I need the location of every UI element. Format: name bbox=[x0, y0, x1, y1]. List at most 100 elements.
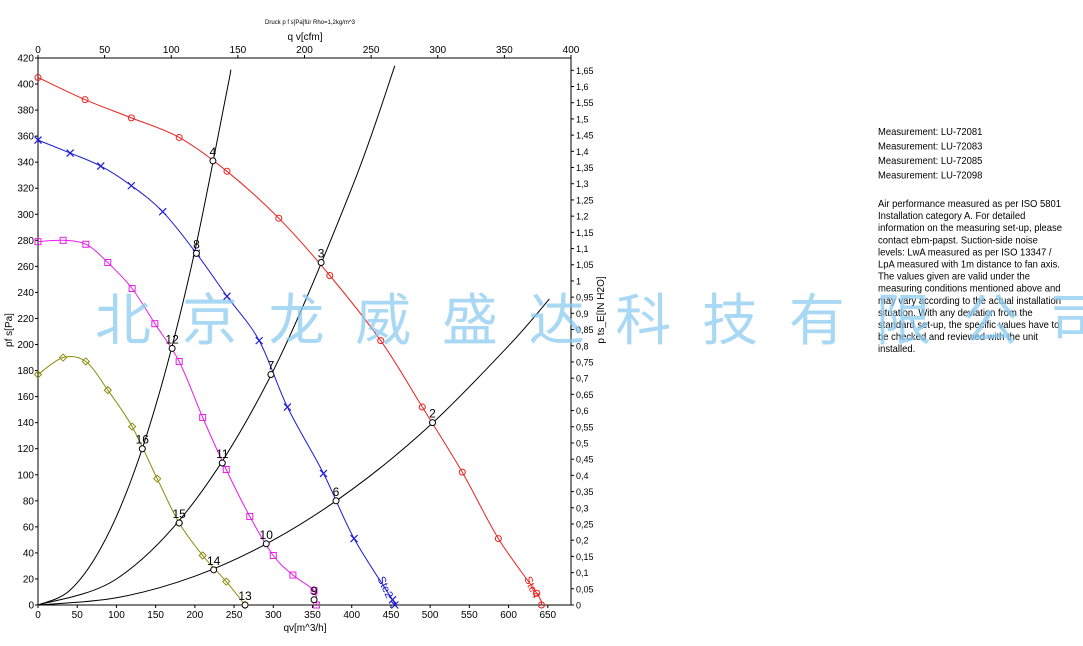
curve bbox=[37, 65, 396, 606]
marker bbox=[81, 357, 91, 366]
curve bbox=[37, 69, 232, 606]
y2-tick-label: 1,6 bbox=[576, 82, 589, 92]
marker bbox=[127, 114, 135, 122]
y-tick-label: 280 bbox=[17, 236, 34, 247]
y2-tick-label: 1,35 bbox=[576, 163, 594, 173]
x-tick-label: 450 bbox=[383, 610, 400, 621]
y2-tick-label: 0,3 bbox=[576, 503, 589, 513]
x-tick-label: 650 bbox=[539, 610, 556, 621]
curve bbox=[37, 298, 550, 606]
x2-tick-label: 100 bbox=[163, 45, 180, 56]
marker bbox=[34, 136, 42, 144]
x-tick-label: 250 bbox=[226, 610, 243, 621]
note-line: levels: LwA measured as per ISO 13347 / bbox=[878, 247, 1052, 259]
curve-label: Ste4 bbox=[521, 575, 541, 601]
y2-tick-label: 0,55 bbox=[576, 422, 594, 432]
marker bbox=[350, 534, 358, 543]
marker bbox=[377, 337, 385, 345]
marker bbox=[310, 587, 318, 595]
marker bbox=[283, 403, 292, 411]
y-tick-label: 380 bbox=[17, 106, 34, 117]
marker bbox=[418, 403, 426, 411]
note-line: situation. With any deviation from the bbox=[878, 307, 1033, 319]
note-line: information on the measuring set-up, ple… bbox=[878, 223, 1062, 235]
y2-tick-label: 1,4 bbox=[576, 147, 589, 157]
y2-tick-label: 0,85 bbox=[576, 325, 594, 335]
operating-point-label: 4 bbox=[210, 145, 217, 159]
x-tick-label: 150 bbox=[147, 610, 164, 621]
operating-point-label: 15 bbox=[172, 507, 186, 521]
y-tick-label: 420 bbox=[17, 54, 34, 65]
marker bbox=[246, 512, 254, 520]
note-line: may vary according to the actual install… bbox=[878, 295, 1061, 307]
x2-tick-label: 0 bbox=[35, 45, 41, 56]
x-tick-label: 400 bbox=[343, 610, 360, 621]
measurement: Measurement: LU-72085 bbox=[878, 156, 983, 168]
y2-tick-label: 0,5 bbox=[576, 438, 589, 448]
marker bbox=[59, 236, 67, 244]
y2-tick-label: 1,5 bbox=[576, 114, 589, 124]
curve-label: Ste2 bbox=[375, 575, 395, 601]
y2-tick-label: 0,4 bbox=[576, 471, 589, 481]
x2-tick-label: 150 bbox=[230, 45, 247, 56]
x2-tick-label: 400 bbox=[563, 45, 580, 56]
operating-point-label: 13 bbox=[238, 589, 252, 603]
x-tick-label: 0 bbox=[35, 610, 41, 621]
note-line: The values given are valid under the bbox=[878, 271, 1030, 283]
y-tick-label: 0 bbox=[28, 601, 34, 612]
operating-point bbox=[241, 601, 249, 609]
marker bbox=[153, 474, 162, 483]
operating-point-label: 10 bbox=[260, 528, 274, 542]
operating-point-label: 16 bbox=[136, 433, 150, 447]
operating-point bbox=[332, 497, 340, 505]
note-line: Installation category A. For detailed bbox=[878, 211, 1025, 223]
y2-tick-label: 0,6 bbox=[576, 406, 589, 416]
y2-tick-label: 0,35 bbox=[576, 487, 594, 497]
y2-tick-label: 0,7 bbox=[576, 374, 589, 384]
marker bbox=[255, 336, 264, 345]
x-tick-label: 350 bbox=[304, 610, 321, 621]
marker bbox=[82, 240, 90, 248]
operating-point-label: 12 bbox=[165, 332, 179, 346]
measurement: Measurement: LU-72081 bbox=[878, 127, 983, 139]
marker bbox=[158, 207, 167, 216]
marker bbox=[319, 469, 328, 478]
x-tick-label: 600 bbox=[500, 610, 517, 621]
operating-point bbox=[138, 445, 146, 453]
marker bbox=[34, 74, 42, 82]
operating-point bbox=[210, 566, 218, 574]
marker bbox=[103, 385, 113, 395]
marker bbox=[269, 552, 277, 560]
y2-tick-label: 1,1 bbox=[576, 244, 589, 254]
y2-tick-label: 1,15 bbox=[576, 228, 594, 238]
y2-tick-label: 0 bbox=[576, 601, 581, 611]
y2-tick-label: 1,45 bbox=[576, 131, 594, 141]
y2-tick-label: 1,65 bbox=[576, 66, 594, 76]
y2-tick-label: 1 bbox=[576, 276, 581, 286]
marker bbox=[33, 370, 43, 379]
y-axis-title: pf s[Pa] bbox=[4, 313, 15, 347]
y-tick-label: 320 bbox=[17, 184, 34, 195]
marker bbox=[223, 292, 231, 301]
note-line: measuring conditions mentioned above and bbox=[878, 283, 1060, 295]
operating-point bbox=[168, 344, 176, 352]
marker bbox=[222, 577, 231, 586]
curve bbox=[37, 239, 318, 606]
y2-tick-label: 1,05 bbox=[576, 260, 594, 270]
marker bbox=[326, 271, 334, 279]
note-line: contact ebm-papst. Suction-side noise bbox=[878, 235, 1038, 247]
marker bbox=[198, 551, 207, 560]
y2-tick-label: 1,55 bbox=[576, 98, 594, 108]
y-tick-label: 20 bbox=[23, 574, 35, 585]
measurement: Measurement: LU-72098 bbox=[878, 170, 983, 182]
marker bbox=[494, 535, 502, 543]
operating-point bbox=[175, 519, 183, 527]
x2-tick-label: 350 bbox=[496, 45, 513, 56]
y-tick-label: 60 bbox=[23, 522, 35, 533]
y-tick-label: 140 bbox=[17, 418, 34, 429]
note-line: LpA measured with 1m distance to fan axi… bbox=[878, 259, 1060, 271]
marker bbox=[388, 595, 397, 604]
marker bbox=[96, 162, 105, 171]
y2-tick-label: 0,65 bbox=[576, 390, 594, 400]
